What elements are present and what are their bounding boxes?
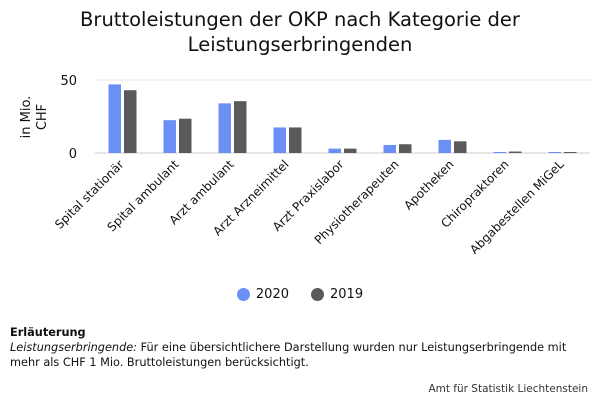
bar-spital-ambulant-2020: [163, 120, 176, 153]
bar-spital-station-r-2020: [108, 84, 121, 153]
legend-item-2020[interactable]: 2020: [236, 287, 289, 302]
note-text: Für eine übersichtlichere Darstellung wu…: [10, 341, 567, 369]
y-axis-label-line-2: CHF: [35, 104, 50, 130]
bar-physiotherapeuten-2019: [399, 144, 412, 153]
bar-abgabestellen-migel-2019: [564, 151, 577, 153]
legend-marker-2019: [311, 288, 324, 301]
legend: 2020 2019: [0, 287, 600, 302]
bar-arzt-ambulant-2019: [234, 101, 247, 153]
bar-arzt-arzneimittel-2020: [273, 127, 286, 153]
x-tick-label-abgabestellen-migel: Abgabestellen MiGeL: [467, 157, 567, 257]
y-axis-label-line-1: in Mio.: [19, 96, 34, 139]
chart-title-line-2: Leistungserbringenden: [187, 33, 413, 56]
chart-title: Bruttoleistungen der OKP nach Kategorie …: [0, 7, 600, 57]
grid-lines: [95, 79, 590, 154]
y-tick-label-50: 50: [60, 74, 77, 89]
bar-physiotherapeuten-2020: [383, 144, 396, 153]
source-credit: Amt für Statistik Liechtenstein: [428, 383, 588, 395]
bar-arzt-ambulant-2020: [218, 103, 231, 153]
bar-spital-ambulant-2019: [179, 118, 192, 153]
legend-label-2020: 2020: [255, 287, 289, 302]
bar-apotheken-2020: [438, 139, 451, 153]
note-heading: Erläuterung: [10, 326, 86, 339]
bar-abgabestellen-migel-2020: [548, 151, 561, 153]
legend-label-2019: 2019: [330, 287, 364, 302]
y-tick-label-0: 0: [69, 147, 77, 162]
bar-spital-station-r-2019: [124, 90, 137, 153]
bar-apotheken-2019: [454, 141, 467, 153]
x-tick-label-apotheken: Apotheken: [401, 157, 456, 212]
legend-item-2019[interactable]: 2019: [311, 287, 363, 302]
note-label: Leistungserbringende:: [10, 341, 137, 354]
note-body: Leistungserbringende: Für eine übersicht…: [10, 340, 590, 370]
chart-title-line-1: Bruttoleistungen der OKP nach Kategorie …: [80, 8, 520, 31]
bar-arzt-praxislabor-2020: [328, 148, 341, 153]
bar-arzt-praxislabor-2019: [344, 148, 357, 153]
bar-chiropraktoren-2020: [493, 151, 506, 153]
bar-arzt-arzneimittel-2019: [289, 127, 302, 153]
y-axis: in Mio. CHF 0 50: [19, 74, 77, 162]
bars: [108, 84, 577, 153]
explanation-note: Erläuterung Leistungserbringende: Für ei…: [10, 325, 590, 370]
bar-chiropraktoren-2019: [509, 151, 522, 153]
legend-marker-2020: [236, 288, 250, 301]
